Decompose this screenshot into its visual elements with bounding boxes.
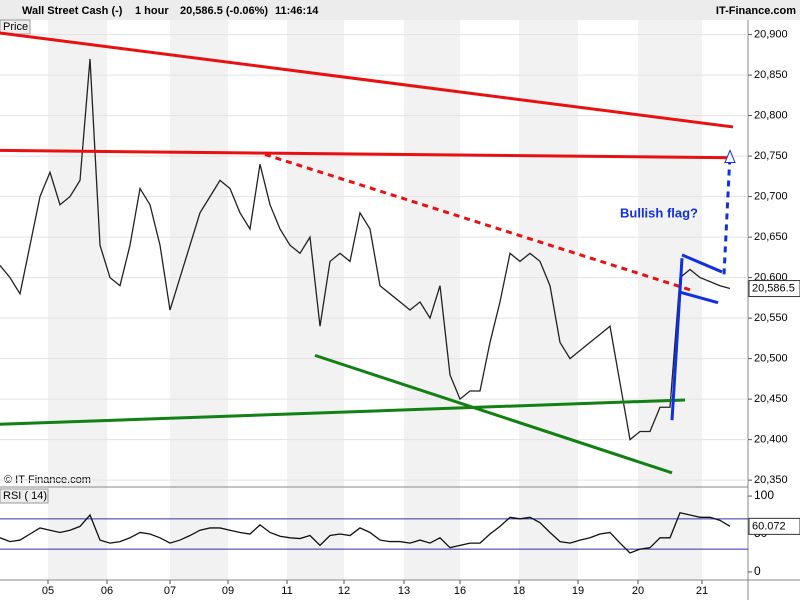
day-stripe bbox=[48, 20, 107, 580]
y-tick-label: 20,800 bbox=[754, 109, 788, 121]
x-tick-label: 09 bbox=[222, 585, 234, 597]
trend-line bbox=[0, 31, 734, 129]
x-tick-label: 06 bbox=[101, 585, 113, 597]
y-tick-label: 20,350 bbox=[754, 474, 788, 486]
y-tick-label: 100 bbox=[754, 488, 774, 502]
trend-line bbox=[722, 154, 732, 275]
instrument: Wall Street Cash (-) bbox=[22, 5, 123, 17]
x-tick-label: 16 bbox=[454, 585, 466, 597]
x-tick-label: 13 bbox=[398, 585, 410, 597]
y-tick-label: 20,700 bbox=[754, 191, 788, 203]
arrow-head bbox=[724, 149, 736, 163]
trend-line bbox=[0, 148, 734, 160]
trend-line bbox=[314, 353, 673, 475]
quote: 20,586.5 (-0.06%) bbox=[180, 5, 268, 17]
y-tick-label: 20,450 bbox=[754, 393, 788, 405]
rsi-tag bbox=[0, 488, 49, 504]
last-price-box bbox=[748, 280, 800, 298]
day-stripe bbox=[170, 20, 228, 580]
y-tick-label: 20,550 bbox=[754, 312, 788, 324]
x-tick-label: 12 bbox=[338, 585, 350, 597]
annotation: Bullish flag? bbox=[620, 205, 698, 220]
series-line bbox=[0, 58, 731, 441]
day-stripe bbox=[287, 20, 344, 580]
day-stripe bbox=[404, 20, 460, 580]
site: IT-Finance.com bbox=[716, 5, 796, 17]
trend-line bbox=[679, 290, 719, 305]
panel-label: Price bbox=[3, 21, 28, 33]
header-bar bbox=[0, 0, 800, 20]
trend-line bbox=[264, 153, 691, 292]
interval: 1 hour bbox=[135, 5, 169, 17]
y-tick-label: 20,850 bbox=[754, 69, 788, 81]
x-tick-label: 21 bbox=[696, 585, 708, 597]
x-tick-label: 20 bbox=[632, 585, 644, 597]
x-tick-label: 05 bbox=[42, 585, 54, 597]
y-tick-label: 0 bbox=[754, 564, 761, 578]
y-tick-label: 20,900 bbox=[754, 28, 788, 40]
y-tick-label: 20,400 bbox=[754, 434, 788, 446]
day-stripe bbox=[638, 20, 702, 580]
y-tick-label: 20,650 bbox=[754, 231, 788, 243]
y-tick-label: 20,750 bbox=[754, 150, 788, 162]
last-price-label: 20,586.5 bbox=[752, 282, 795, 294]
last-rsi-box bbox=[748, 517, 800, 535]
panel-label: RSI ( 14) bbox=[3, 490, 47, 502]
trend-line bbox=[670, 258, 684, 421]
last-rsi-label: 60.072 bbox=[752, 520, 786, 532]
series-line bbox=[0, 512, 731, 554]
trend-line bbox=[681, 253, 723, 274]
x-tick-label: 18 bbox=[513, 585, 525, 597]
y-tick-label: 20,500 bbox=[754, 353, 788, 365]
x-tick-label: 07 bbox=[164, 585, 176, 597]
clock: 11:46:14 bbox=[275, 5, 319, 17]
x-tick-label: 19 bbox=[572, 585, 584, 597]
trend-line bbox=[0, 398, 686, 426]
x-tick-label: 11 bbox=[281, 585, 292, 597]
